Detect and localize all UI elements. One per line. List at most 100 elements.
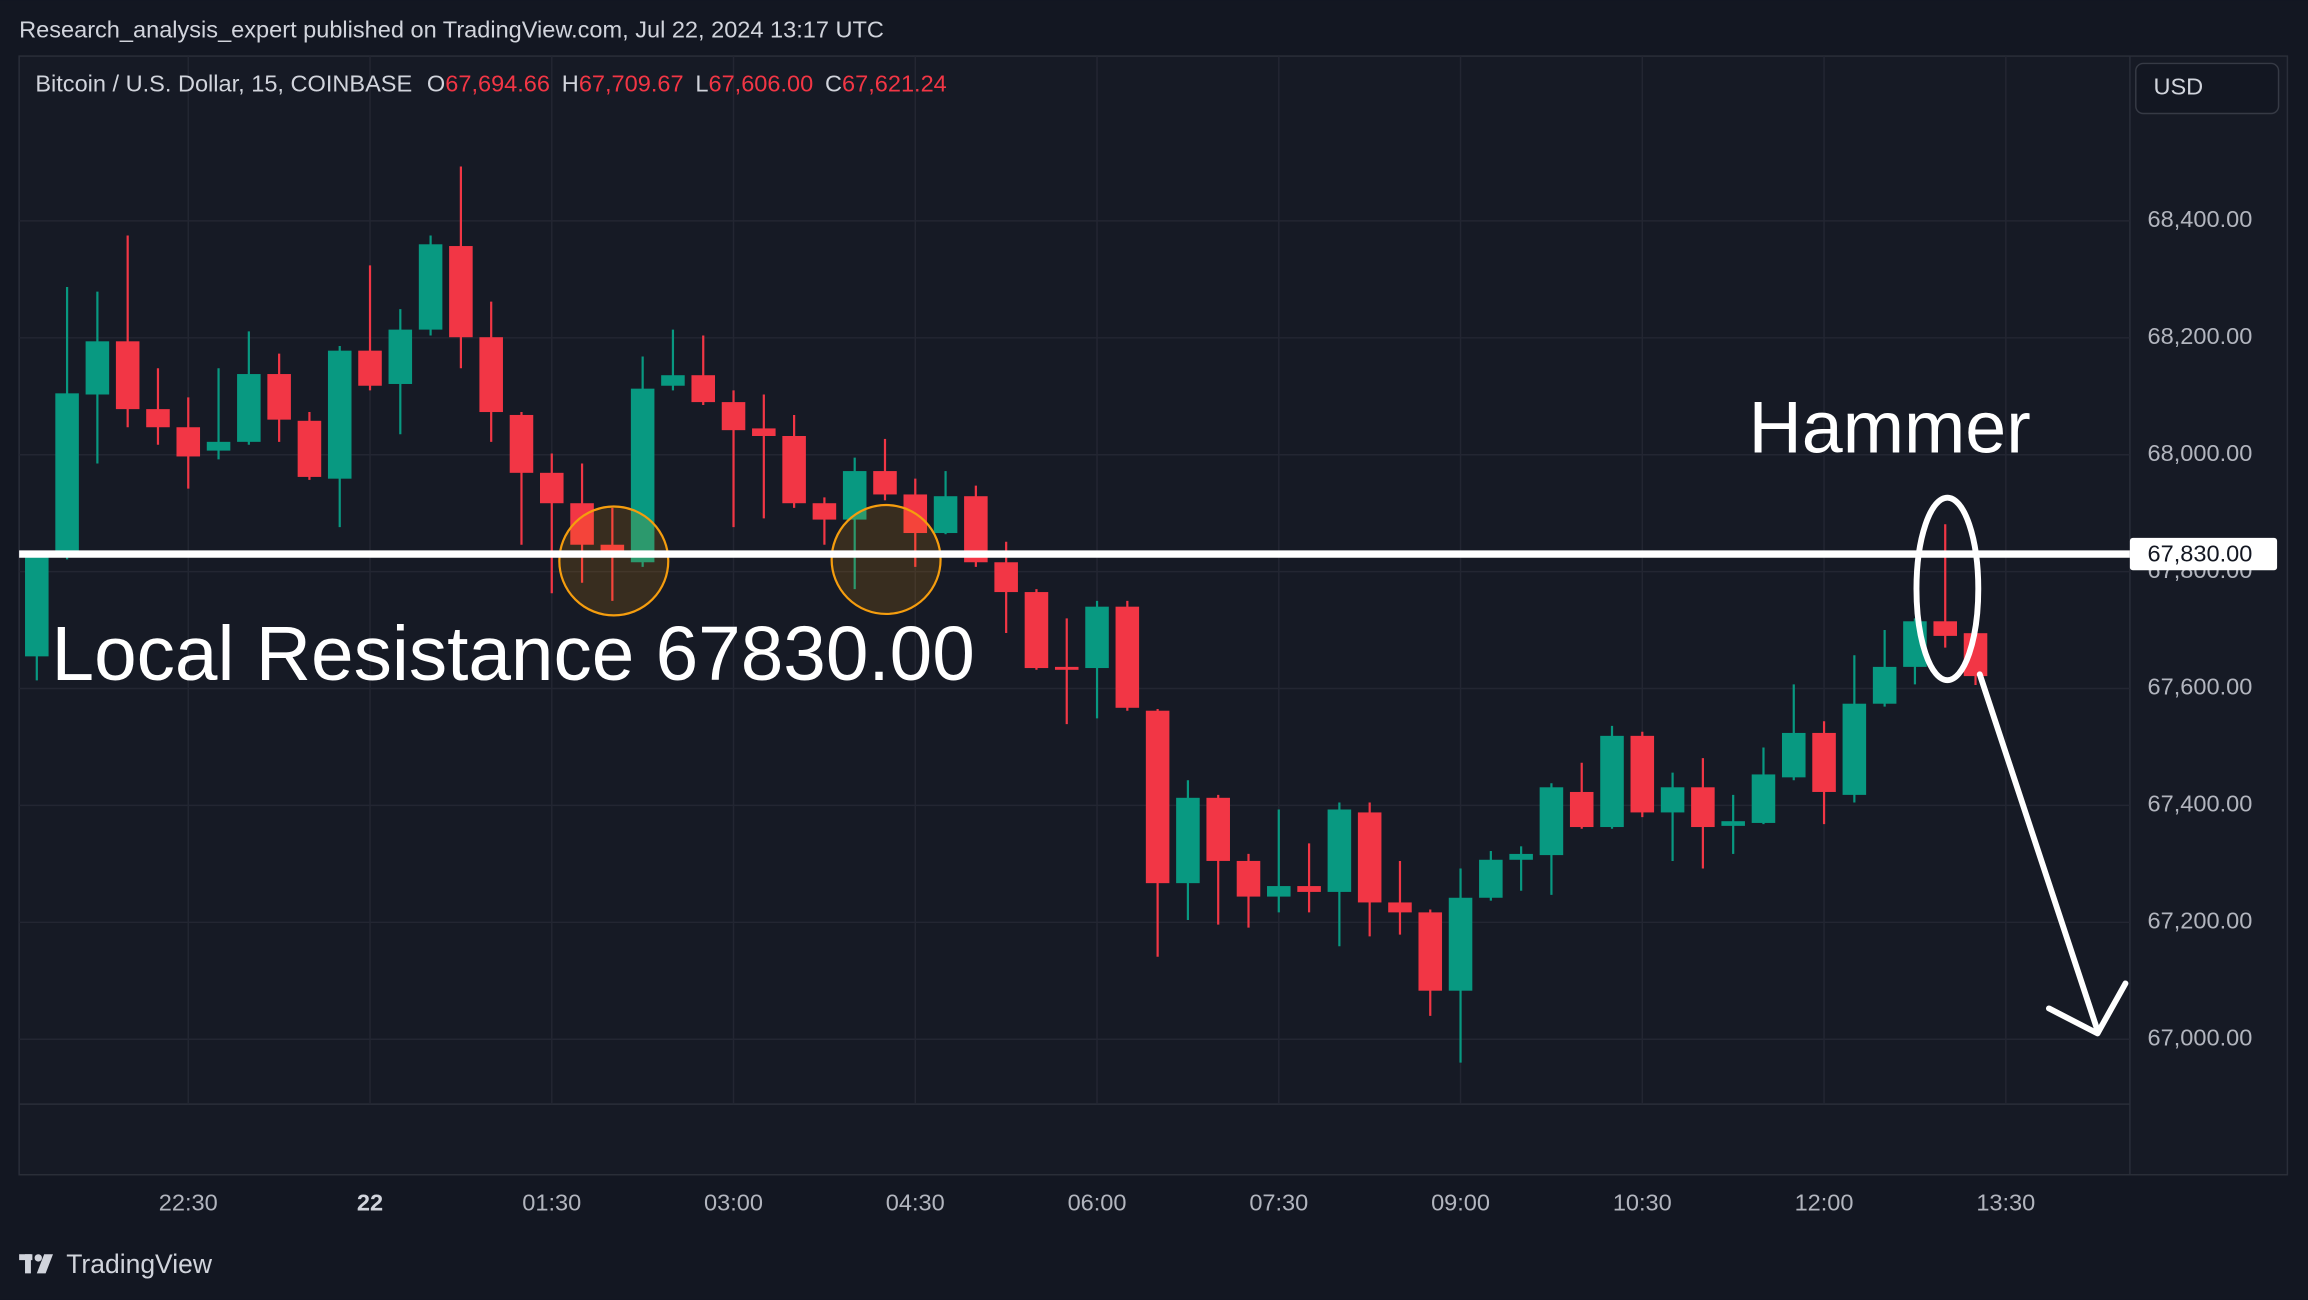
arrow-shaft — [1976, 671, 2101, 1034]
x-tick-label: 07:30 — [1249, 1189, 1308, 1215]
y-tick-label: 68,400.00 — [2148, 206, 2253, 232]
candle-body — [1206, 797, 1230, 861]
resistance-annotation: Local Resistance 67830.00 — [52, 612, 975, 697]
hammer-annotation: Hammer — [1749, 385, 2031, 468]
candle-body — [1448, 897, 1473, 991]
candle-body — [267, 374, 291, 420]
candle-body — [146, 409, 170, 428]
y-tick-label: 67,600.00 — [2148, 674, 2253, 700]
resistance-price-label: 67,830.00 — [2148, 541, 2253, 567]
candle-body — [327, 350, 352, 479]
candle-body — [933, 496, 958, 534]
candle-body — [1327, 809, 1352, 892]
candle-body — [237, 374, 261, 442]
y-tick-label: 67,200.00 — [2148, 908, 2253, 934]
candle-body — [752, 428, 776, 437]
logo-part — [34, 1254, 42, 1262]
legend-item: H — [562, 71, 579, 97]
touch-highlight — [558, 505, 670, 617]
x-tick-label: 09:00 — [1431, 1189, 1490, 1215]
candle-body — [115, 341, 140, 410]
candle-body — [1630, 735, 1655, 813]
legend-item: 67,621.24 — [842, 71, 947, 97]
x-tick-label: 06:00 — [1068, 1189, 1127, 1215]
y-tick-label: 68,000.00 — [2148, 440, 2253, 466]
symbol-legend: Bitcoin / U.S. Dollar, 15, COINBASE O67,6… — [35, 71, 946, 97]
candle-body — [1691, 787, 1715, 828]
legend-item: C — [825, 71, 842, 97]
overlay: 67,830.00 Local Resistance 67830.00 Hammer — [19, 385, 2278, 1037]
candle-body — [1297, 886, 1321, 892]
y-tick-label: 67,400.00 — [2148, 791, 2253, 817]
y-tick-label: 68,200.00 — [2148, 323, 2253, 349]
hammer-highlight — [1913, 494, 1982, 684]
currency-label[interactable]: USD — [2153, 74, 2203, 100]
x-tick-label: 22:30 — [159, 1189, 218, 1215]
x-tick-label: 10:30 — [1613, 1189, 1672, 1215]
candle-body — [994, 562, 1018, 593]
x-tick-label: 13:30 — [1976, 1189, 2035, 1215]
candle-body — [539, 472, 564, 504]
currency-button[interactable] — [2135, 62, 2280, 115]
candle-body — [600, 544, 625, 554]
candle-body — [297, 420, 322, 477]
candle-body — [1812, 732, 1836, 792]
candle-body — [842, 471, 867, 520]
candle-body — [509, 414, 534, 473]
candle-body — [358, 350, 382, 386]
candle-body — [1115, 606, 1140, 708]
candle-body — [206, 441, 231, 451]
candle-body — [1660, 787, 1685, 813]
candle-body — [1024, 592, 1049, 669]
candle-body — [479, 337, 503, 413]
candle-body — [1569, 791, 1594, 828]
candle-body — [418, 244, 443, 330]
candle-body — [691, 375, 716, 403]
grid: 67,000.00 67,200.00 67,400.00 67,600.00 67,8… — [19, 56, 2252, 1215]
candle-body — [782, 436, 806, 504]
x-tick-label: 22 — [357, 1189, 383, 1215]
logo-part — [25, 1254, 31, 1274]
candle-body — [449, 246, 473, 338]
candle-body — [1721, 821, 1745, 826]
y-tick-label: 67,000.00 — [2148, 1024, 2253, 1050]
arrow-head — [2045, 980, 2129, 1037]
candle-body — [25, 556, 49, 657]
x-tick-label: 04:30 — [886, 1189, 945, 1215]
candle-body — [176, 427, 201, 457]
x-tick-label: 01:30 — [522, 1189, 581, 1215]
candle-body — [873, 471, 897, 495]
candle-body — [1357, 812, 1382, 903]
candle-body — [1842, 703, 1867, 795]
candle-body — [1085, 606, 1109, 669]
candle-body — [1479, 859, 1503, 898]
candle-body — [1236, 860, 1261, 897]
legend-item: 67,709.67 — [579, 71, 684, 97]
candle-body — [1145, 710, 1170, 884]
candle-body — [661, 375, 685, 386]
candle-body — [1388, 902, 1412, 913]
legend-item: Bitcoin / U.S. Dollar, 15, COINBASE — [35, 71, 412, 97]
candle-body — [1781, 732, 1806, 778]
candle-body — [812, 503, 837, 520]
candle-body — [55, 393, 79, 557]
candle-body — [721, 402, 746, 431]
chart-pane — [18, 55, 2289, 1176]
brand-name: TradingView — [66, 1249, 213, 1279]
candle-body — [388, 329, 413, 384]
candle-body — [1509, 853, 1533, 860]
candle-body — [1751, 774, 1776, 823]
legend-item: L — [695, 71, 708, 97]
candle-body — [85, 341, 110, 395]
x-tick-label: 03:00 — [704, 1189, 763, 1215]
candle-body — [1872, 666, 1897, 704]
candle-body — [1267, 886, 1291, 897]
legend-item: O — [427, 71, 445, 97]
candle-body — [964, 496, 988, 563]
candle-body — [1539, 787, 1564, 856]
publish-header: Research_analysis_expert published on Tr… — [19, 16, 884, 42]
legend-item: 67,694.66 — [445, 71, 550, 97]
candle-body — [1176, 797, 1200, 884]
